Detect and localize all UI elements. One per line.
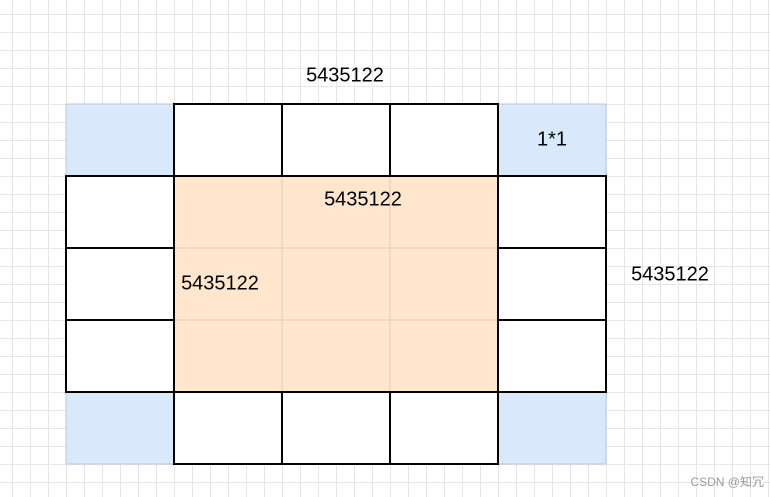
edge-cell: [497, 175, 607, 249]
corner-cell: [65, 391, 175, 465]
edge-cell: [389, 391, 499, 465]
edge-cell: [65, 319, 175, 393]
edge-cell: [65, 247, 175, 321]
watermark: CSDN @知冗: [690, 475, 764, 489]
left-label: 5435122: [181, 272, 259, 294]
cell-border: [65, 319, 175, 393]
edge-cell: [173, 103, 283, 177]
cell-grid: [65, 103, 607, 465]
center-region: [174, 176, 498, 392]
right-label: 5435122: [631, 263, 709, 285]
edge-cell: [173, 391, 283, 465]
edge-cell: [497, 247, 607, 321]
corner-cell: [65, 103, 175, 177]
top-label: 5435122: [306, 64, 384, 86]
edge-cell: [389, 103, 499, 177]
edge-cell: [65, 175, 175, 249]
cell-border: [497, 319, 607, 393]
edge-cell: [281, 391, 391, 465]
corner-cell: [497, 391, 607, 465]
cell-border: [389, 103, 499, 177]
edge-cell: [497, 319, 607, 393]
edge-cell: [281, 103, 391, 177]
center-label: 5435122: [324, 188, 402, 210]
cell-border: [389, 391, 499, 465]
cell-label: 1*1: [537, 128, 567, 150]
